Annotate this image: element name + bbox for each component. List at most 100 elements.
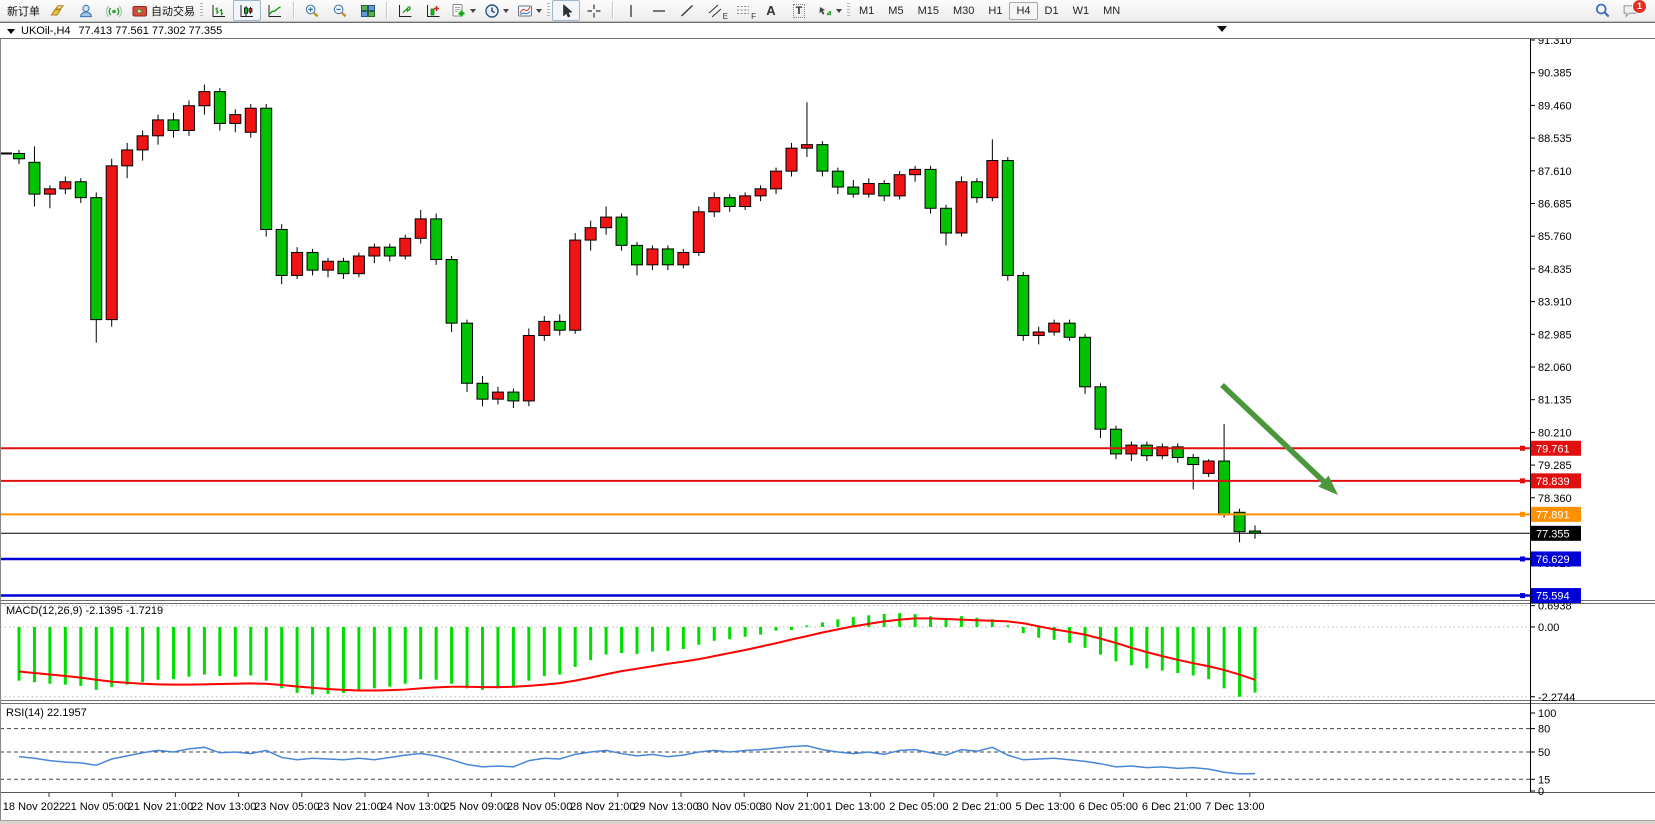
tile-windows-icon	[360, 3, 376, 19]
svg-text:83.910: 83.910	[1538, 297, 1572, 309]
text-tool[interactable]: A	[757, 0, 785, 21]
svg-text:22 Nov 13:00: 22 Nov 13:00	[191, 801, 256, 813]
autotrade-button[interactable]: 自动交易	[128, 0, 199, 21]
chart-shift-marker-icon[interactable]	[1217, 26, 1227, 37]
signal-icon	[106, 3, 122, 19]
notification-badge: 1	[1632, 0, 1647, 14]
community-button[interactable]	[72, 0, 100, 21]
macd-label: MACD(12,26,9) -2.1395 -1.7219	[6, 605, 163, 617]
svg-text:81.135: 81.135	[1538, 395, 1572, 407]
signals-button[interactable]	[100, 0, 128, 21]
tile-windows-button[interactable]	[354, 0, 382, 21]
indicators-window-button[interactable]	[391, 0, 419, 21]
horizontal-lines[interactable]	[0, 445, 1530, 599]
periods-button[interactable]	[480, 0, 513, 21]
chart-candles-button[interactable]	[233, 0, 261, 21]
timeframe-h1[interactable]: H1	[988, 4, 1003, 17]
svg-text:0.6938: 0.6938	[1538, 601, 1572, 613]
text-label-icon: T	[792, 3, 806, 18]
svg-text:29 Nov 13:00: 29 Nov 13:00	[633, 801, 698, 813]
window-left-border	[0, 21, 1, 823]
svg-text:80: 80	[1538, 724, 1550, 736]
crosshair-icon	[586, 3, 602, 19]
svg-text:23 Nov 05:00: 23 Nov 05:00	[254, 801, 319, 813]
svg-text:23 Nov 21:00: 23 Nov 21:00	[317, 801, 382, 813]
arrows-icon	[817, 3, 833, 19]
cursor-icon	[558, 3, 574, 19]
new-chart-button[interactable]	[447, 0, 480, 21]
text-label-tool[interactable]: T	[785, 0, 813, 21]
collapse-triangle-icon[interactable]	[7, 28, 15, 38]
text-tool-icon: A	[766, 3, 776, 18]
svg-text:18 Nov 2022: 18 Nov 2022	[3, 801, 65, 813]
svg-text:77.355: 77.355	[1536, 528, 1570, 540]
timeframe-m15[interactable]: M15	[917, 4, 939, 17]
fibonacci-tool[interactable]: F	[729, 0, 757, 21]
indicators-add-button[interactable]	[419, 0, 447, 21]
svg-text:25 Nov 09:00: 25 Nov 09:00	[444, 801, 509, 813]
trendline-tool[interactable]	[673, 0, 701, 21]
svg-text:50: 50	[1538, 747, 1550, 759]
window-bottom-edge	[0, 820, 1655, 824]
equidistant-channel-icon	[708, 3, 722, 19]
macd-pane: 0.6938 0.00 -2.2744 MACD(12,26,9) -2.1395 -…	[0, 601, 1575, 704]
timeframe-m1[interactable]: M1	[859, 4, 875, 17]
toolbar-separator	[612, 2, 613, 19]
svg-text:76.629: 76.629	[1536, 554, 1570, 566]
channel-tool[interactable]: E	[701, 0, 729, 21]
candlestick-chart-icon	[239, 3, 255, 19]
arrows-tool[interactable]	[813, 0, 846, 21]
toolbar-separator	[386, 2, 387, 19]
timeframe-m5[interactable]: M5	[888, 4, 904, 17]
timeframe-m30[interactable]: M30	[952, 4, 975, 17]
svg-text:28 Nov 21:00: 28 Nov 21:00	[570, 801, 635, 813]
vertical-line-icon	[623, 3, 639, 19]
svg-text:2 Dec 05:00: 2 Dec 05:00	[889, 801, 948, 813]
new-order-button[interactable]: 新订单	[3, 0, 44, 21]
svg-text:6 Dec 05:00: 6 Dec 05:00	[1079, 801, 1138, 813]
indicator-axes-icon	[397, 3, 413, 19]
rsi-label: RSI(14) 22.1957	[6, 707, 87, 719]
notifications-button[interactable]: 1	[1616, 0, 1647, 21]
zoom-in-icon	[304, 3, 320, 19]
chart-symbol-label: UKOil-,H4	[21, 24, 71, 37]
svg-text:1 Dec 13:00: 1 Dec 13:00	[826, 801, 885, 813]
timeframe-group: M1 M5 M15 M30 H1 H4 D1 W1 MN	[852, 1, 1127, 20]
macd-signal-line	[18, 617, 1256, 692]
svg-text:88.535: 88.535	[1538, 133, 1572, 145]
autotrade-icon	[132, 3, 148, 19]
template-chart-icon	[517, 3, 533, 19]
svg-text:30 Nov 05:00: 30 Nov 05:00	[696, 801, 761, 813]
svg-text:84.835: 84.835	[1538, 264, 1572, 276]
svg-text:90.385: 90.385	[1538, 68, 1572, 80]
zoom-out-icon	[332, 3, 348, 19]
market-watch-button[interactable]	[44, 0, 72, 21]
timeframe-h4[interactable]: H4	[1009, 1, 1038, 20]
crosshair-button[interactable]	[580, 0, 608, 21]
svg-text:79.761: 79.761	[1536, 443, 1570, 455]
chart-bars-button[interactable]	[205, 0, 233, 21]
chevron-down-icon	[503, 9, 509, 16]
trend-arrow-annotation[interactable]	[1220, 383, 1338, 495]
timeframe-mn[interactable]: MN	[1103, 4, 1121, 17]
fibonacci-icon	[736, 3, 750, 19]
zoom-in-button[interactable]	[298, 0, 326, 21]
rsi-pane: 100 80 50 150 RSI(14) 22.1957	[0, 707, 1556, 798]
svg-text:21 Nov 05:00: 21 Nov 05:00	[64, 801, 129, 813]
horizontal-line-tool[interactable]	[645, 0, 673, 21]
svg-text:80.210: 80.210	[1538, 427, 1572, 439]
timeframe-d1[interactable]: D1	[1044, 4, 1059, 17]
cursor-button[interactable]	[552, 0, 580, 21]
zoom-out-button[interactable]	[326, 0, 354, 21]
toolbar-grip	[847, 3, 850, 18]
chart-ohlc-quote: 77.413 77.561 77.302 77.355	[78, 24, 223, 37]
toolbar-grip	[547, 3, 550, 18]
indicator-add-icon	[425, 3, 441, 19]
vertical-line-tool[interactable]	[617, 0, 645, 21]
chart-line-button[interactable]	[261, 0, 289, 21]
templates-button[interactable]	[513, 0, 546, 21]
timeframe-w1[interactable]: W1	[1072, 4, 1090, 17]
search-button[interactable]	[1588, 0, 1616, 21]
